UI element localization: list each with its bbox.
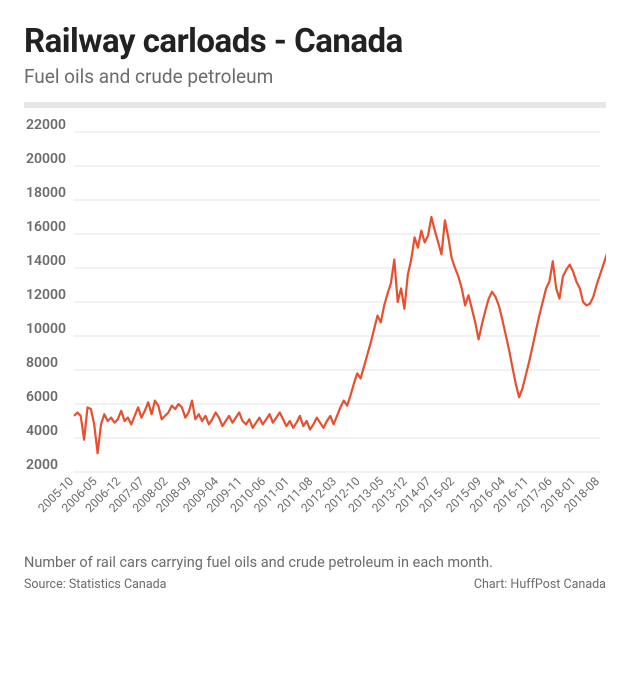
source-label: Source: Statistics Canada <box>24 577 166 592</box>
chart-title: Railway carloads - Canada <box>24 22 606 61</box>
line-chart-svg: 2000 4000 6000 8000 10000 12000 14000 16000 1800… <box>24 114 606 544</box>
chart-area: 2000 4000 6000 8000 10000 12000 14000 16000 1800… <box>24 114 606 544</box>
y-axis-label: 16000 <box>26 219 66 235</box>
y-axis-label: 20000 <box>26 151 66 167</box>
y-axis-label: 14000 <box>26 253 66 269</box>
chart-footer: Source: Statistics Canada Chart: HuffPos… <box>24 577 606 592</box>
chart-caption: Number of rail cars carrying fuel oils a… <box>24 554 606 571</box>
chart-credit: Chart: HuffPost Canada <box>474 577 606 592</box>
y-axis-label: 8000 <box>26 355 58 371</box>
chart-subtitle: Fuel oils and crude petroleum <box>24 65 606 88</box>
y-axis-label: 12000 <box>26 287 66 303</box>
y-axis-label: 2000 <box>26 457 58 473</box>
y-axis-label: 4000 <box>26 423 58 439</box>
y-axis-label: 6000 <box>26 389 58 405</box>
data-line <box>74 169 606 453</box>
title-divider <box>24 102 606 108</box>
y-axis-label: 22000 <box>26 117 66 133</box>
y-axis-label: 10000 <box>26 321 66 337</box>
y-axis-label: 18000 <box>26 185 66 201</box>
